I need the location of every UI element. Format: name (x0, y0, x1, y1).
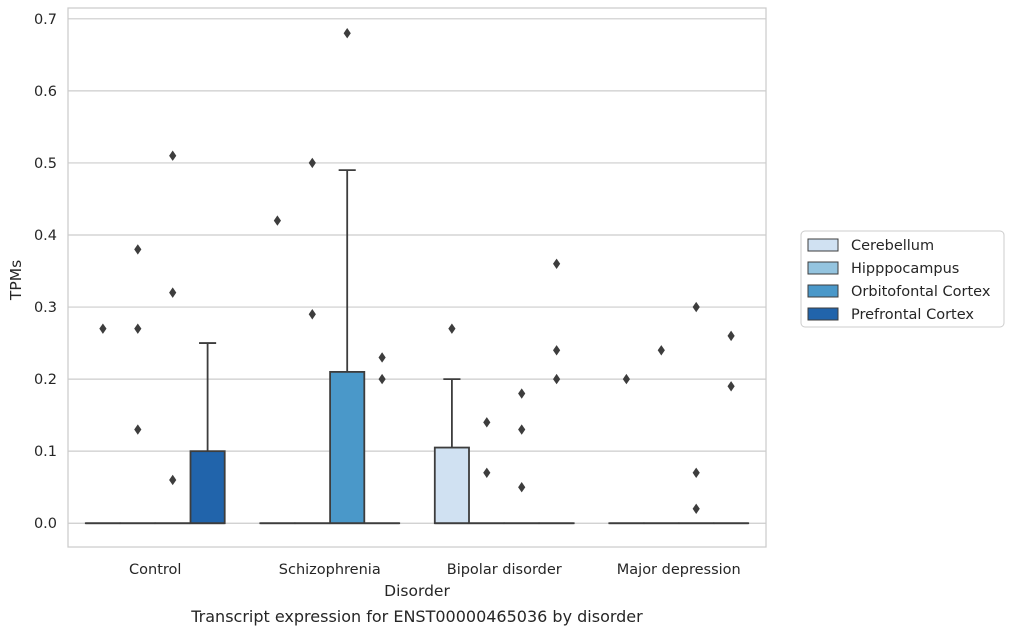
outlier-point (553, 345, 561, 356)
legend-swatch (807, 238, 839, 252)
box-plot-marks (84, 28, 750, 525)
y-tick-label: 0.1 (34, 444, 57, 460)
legend-item: Cerebellum (807, 238, 934, 254)
y-tick-label: 0.5 (34, 156, 57, 172)
outlier-point (692, 467, 700, 478)
box-orbitofontal-cortex-schizophrenia (329, 28, 366, 525)
y-tick-label: 0.2 (34, 372, 57, 388)
outlier-point (727, 381, 735, 392)
outlier-point (448, 323, 456, 334)
box-prefrontal-cortex-major-depression (713, 330, 750, 525)
box-cerebellum-bipolar-disorder (433, 323, 470, 525)
outlier-point (518, 424, 526, 435)
outlier-point (308, 309, 316, 320)
y-tick-label: 0.6 (34, 84, 57, 100)
box-hipppocampus-schizophrenia (294, 157, 331, 525)
box-cerebellum-major-depression (608, 373, 645, 525)
outlier-point (169, 150, 177, 161)
outlier-point (169, 287, 177, 298)
y-tick-label: 0.7 (34, 12, 57, 28)
outlier-point (99, 323, 107, 334)
box-orbitofontal-cortex-major-depression (678, 301, 715, 525)
box-body (433, 446, 470, 525)
box-hipppocampus-bipolar-disorder (468, 417, 505, 525)
outlier-point (343, 28, 351, 39)
legend: Cerebellum Hipppocampus Orbitofontal Corte… (800, 230, 1005, 328)
outlier-point (692, 301, 700, 313)
outlier-point (169, 474, 177, 486)
box-cerebellum-schizophrenia (259, 215, 296, 525)
y-gridlines (68, 18, 766, 524)
outlier-point (378, 352, 386, 363)
y-tick-label: 0.4 (34, 228, 57, 244)
x-tick-label: Major depression (617, 562, 741, 578)
outlier-point (378, 373, 386, 385)
outlier-point (692, 503, 700, 515)
outlier-point (134, 244, 142, 255)
legend-swatch (807, 284, 839, 298)
box-prefrontal-cortex-control (189, 342, 226, 525)
outlier-point (657, 345, 665, 356)
x-tick-label: Bipolar disorder (447, 562, 562, 578)
x-tick-label: Schizophrenia (279, 562, 381, 578)
outlier-point (134, 323, 142, 334)
outlier-point (483, 417, 491, 428)
box-hipppocampus-control (119, 244, 156, 525)
outlier-point (622, 373, 630, 385)
box-prefrontal-cortex-bipolar-disorder (538, 258, 575, 525)
y-axis-title: TPMs (7, 260, 25, 301)
outlier-point (727, 330, 735, 342)
x-axis-title: Disorder (384, 582, 450, 600)
outlier-point (518, 481, 526, 493)
box-body (189, 450, 226, 525)
outlier-point (308, 157, 316, 169)
legend-item: Orbitofontal Cortex (807, 284, 991, 300)
figure-caption: Transcript expression for ENST0000046503… (190, 607, 643, 626)
y-tick-label: 0.0 (34, 516, 57, 532)
box-hipppocampus-major-depression (643, 345, 680, 525)
legend-label: Cerebellum (851, 238, 934, 254)
box-orbitofontal-cortex-control (154, 150, 191, 525)
box-prefrontal-cortex-schizophrenia (364, 352, 401, 525)
outlier-point (273, 215, 281, 226)
outlier-point (553, 373, 561, 385)
legend-label: Orbitofontal Cortex (851, 284, 991, 300)
legend-label: Hipppocampus (851, 261, 959, 277)
x-tick-labels: Control Schizophrenia Bipolar disorder Majo… (129, 562, 741, 578)
outlier-point (518, 388, 526, 399)
box-cerebellum-control (84, 323, 121, 525)
y-tick-label: 0.3 (34, 300, 57, 316)
legend-item: Hipppocampus (807, 261, 959, 277)
outlier-point (483, 467, 491, 478)
outlier-point (553, 258, 561, 270)
box-body (329, 370, 366, 525)
plot-frame (67, 7, 767, 548)
y-tick-labels: 0.0 0.1 0.2 0.3 0.4 0.5 0.6 0.7 (34, 12, 57, 532)
outlier-point (134, 424, 142, 435)
legend-swatch (807, 261, 839, 275)
legend-frame (800, 230, 1005, 328)
legend-label: Prefrontal Cortex (851, 307, 974, 323)
legend-swatch (807, 307, 839, 321)
legend-item: Prefrontal Cortex (807, 307, 974, 323)
x-tick-label: Control (129, 562, 181, 578)
box-orbitofontal-cortex-bipolar-disorder (503, 388, 540, 525)
